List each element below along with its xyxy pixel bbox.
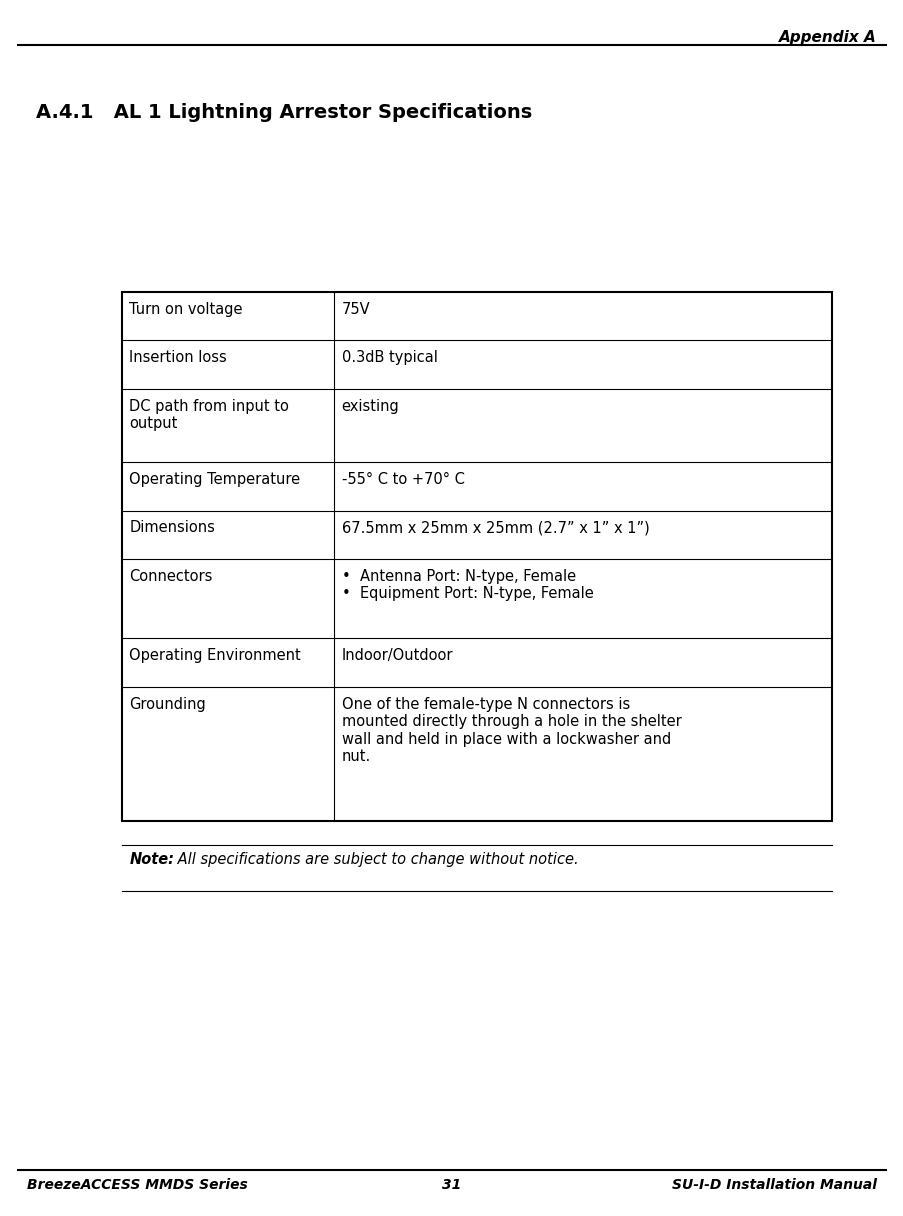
Text: A.4.1   AL 1 Lightning Arrestor Specifications: A.4.1 AL 1 Lightning Arrestor Specificat… [36,103,532,123]
Text: Insertion loss: Insertion loss [129,350,227,365]
Text: Indoor/Outdoor: Indoor/Outdoor [341,648,452,663]
Text: DC path from input to
output: DC path from input to output [129,399,289,432]
Text: SU-I-D Installation Manual: SU-I-D Installation Manual [671,1177,876,1192]
Text: •  Antenna Port: N-type, Female
•  Equipment Port: N-type, Female: • Antenna Port: N-type, Female • Equipme… [341,569,592,602]
Text: existing: existing [341,399,399,413]
Text: 0.3dB typical: 0.3dB typical [341,350,437,365]
Text: 75V: 75V [341,302,370,316]
Text: -55° C to +70° C: -55° C to +70° C [341,472,464,486]
Text: Note:: Note: [129,852,174,867]
Bar [122,292,831,821]
Text: BreezeACCESS MMDS Series: BreezeACCESS MMDS Series [27,1177,247,1192]
Text: Operating Environment: Operating Environment [129,648,301,663]
Text: Dimensions: Dimensions [129,520,215,535]
Text: 31: 31 [442,1177,461,1192]
Text: Operating Temperature: Operating Temperature [129,472,300,486]
Text: One of the female-type N connectors is
mounted directly through a hole in the sh: One of the female-type N connectors is m… [341,697,681,764]
Text: Appendix A: Appendix A [778,30,876,45]
Text: Turn on voltage: Turn on voltage [129,302,243,316]
Text: 67.5mm x 25mm x 25mm (2.7” x 1” x 1”): 67.5mm x 25mm x 25mm (2.7” x 1” x 1”) [341,520,648,535]
Text: Connectors: Connectors [129,569,212,584]
Text: All specifications are subject to change without notice.: All specifications are subject to change… [172,852,578,867]
Text: Grounding: Grounding [129,697,206,711]
